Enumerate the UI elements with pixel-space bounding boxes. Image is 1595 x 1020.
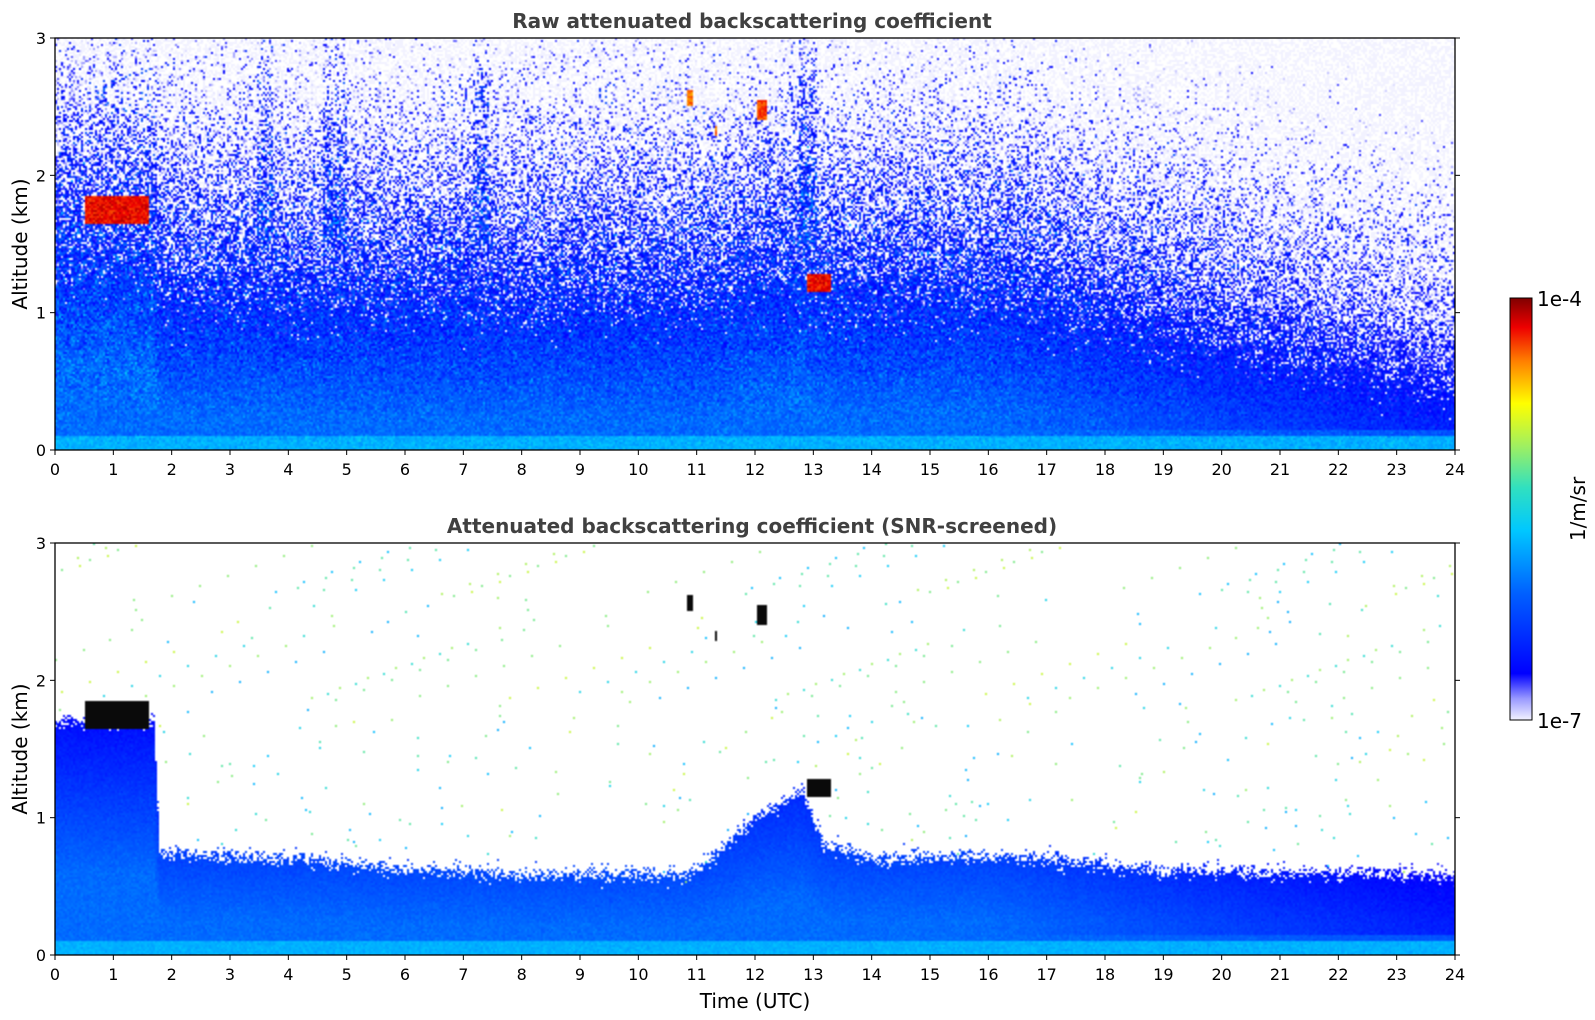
y-tick-label: 0	[36, 946, 46, 965]
x-tick-label: 16	[978, 965, 998, 984]
x-tick-label: 8	[517, 460, 527, 479]
colorbar-max-label: 1e-4	[1537, 287, 1582, 311]
x-tick-label: 23	[1386, 965, 1406, 984]
x-tick-label: 12	[745, 460, 765, 479]
colorbar: 1e-4 1e-7 1/m/sr	[1509, 287, 1590, 733]
x-tick-label: 0	[50, 460, 60, 479]
x-tick-label: 24	[1445, 460, 1465, 479]
x-tick-label: 15	[920, 460, 940, 479]
x-tick-label: 21	[1270, 460, 1290, 479]
x-tick-label: 21	[1270, 965, 1290, 984]
colorbar-gradient	[1509, 297, 1533, 721]
x-tick-label: 0	[50, 965, 60, 984]
y-tick-label: 0	[36, 441, 46, 460]
x-tick-label: 23	[1386, 460, 1406, 479]
panel-screened-title: Attenuated backscattering coefficient (S…	[447, 514, 1057, 538]
x-tick-label: 9	[575, 965, 585, 984]
x-tick-label: 14	[861, 460, 881, 479]
y-tick-label: 2	[36, 166, 46, 185]
x-tick-label: 5	[342, 460, 352, 479]
panel-screened-heatmap	[55, 543, 1455, 955]
x-tick-label: 9	[575, 460, 585, 479]
x-tick-label: 18	[1095, 460, 1115, 479]
x-tick-label: 6	[400, 460, 410, 479]
x-tick-label: 7	[458, 460, 468, 479]
panel-screened-ylabel: Altitude (km)	[8, 683, 32, 814]
x-tick-label: 13	[803, 965, 823, 984]
panel-raw-heatmap	[55, 38, 1455, 450]
x-tick-label: 2	[167, 460, 177, 479]
panel-screened-yticks: 0 1 2 3	[36, 534, 1460, 965]
x-tick-label: 11	[686, 460, 706, 479]
colorbar-min-label: 1e-7	[1537, 709, 1582, 733]
x-tick-label: 5	[342, 965, 352, 984]
panel-screened-xticks: 0 1 2 3 4 5 6 7 8 9 10 11 12 13 14 15 16 17 18 19 20 21 22 23 24	[50, 955, 1465, 984]
x-tick-label: 1	[108, 460, 118, 479]
x-tick-label: 8	[517, 965, 527, 984]
panel-raw-title: Raw attenuated backscattering coefficien…	[512, 9, 992, 33]
x-tick-label: 13	[803, 460, 823, 479]
x-tick-label: 22	[1328, 460, 1348, 479]
x-tick-label: 24	[1445, 965, 1465, 984]
x-tick-label: 1	[108, 965, 118, 984]
panel-screened-xlabel: Time (UTC)	[699, 989, 811, 1013]
x-tick-label: 11	[686, 965, 706, 984]
x-tick-label: 3	[225, 965, 235, 984]
panel-raw-xticks: 0 1 2 3 4 5 6 7 8 9 10 11 12 13 14 15 16 17 18 19 20 21 22 23 24	[50, 450, 1465, 479]
x-tick-label: 10	[628, 965, 648, 984]
x-tick-label: 17	[1036, 460, 1056, 479]
colorbar-unit-label: 1/m/sr	[1566, 476, 1590, 541]
y-tick-label: 3	[36, 534, 46, 553]
x-tick-label: 16	[978, 460, 998, 479]
panel-raw-ylabel: Altitude (km)	[8, 178, 32, 309]
x-tick-label: 6	[400, 965, 410, 984]
x-tick-label: 7	[458, 965, 468, 984]
x-tick-label: 4	[283, 460, 293, 479]
x-tick-label: 12	[745, 965, 765, 984]
x-tick-label: 17	[1036, 965, 1056, 984]
panel-screened: Attenuated backscattering coefficient (S…	[8, 514, 1465, 1013]
x-tick-label: 3	[225, 460, 235, 479]
x-tick-label: 22	[1328, 965, 1348, 984]
x-tick-label: 15	[920, 965, 940, 984]
x-tick-label: 19	[1153, 460, 1173, 479]
x-tick-label: 4	[283, 965, 293, 984]
x-tick-label: 18	[1095, 965, 1115, 984]
x-tick-label: 14	[861, 965, 881, 984]
y-tick-label: 1	[36, 304, 46, 323]
x-tick-label: 20	[1211, 965, 1231, 984]
y-tick-label: 2	[36, 671, 46, 690]
x-tick-label: 19	[1153, 965, 1173, 984]
x-tick-label: 10	[628, 460, 648, 479]
y-tick-label: 1	[36, 809, 46, 828]
panel-raw-yticks: 0 1 2 3	[36, 29, 1460, 460]
x-tick-label: 20	[1211, 460, 1231, 479]
panel-raw: Raw attenuated backscattering coefficien…	[8, 9, 1465, 479]
y-tick-label: 3	[36, 29, 46, 48]
x-tick-label: 2	[167, 965, 177, 984]
